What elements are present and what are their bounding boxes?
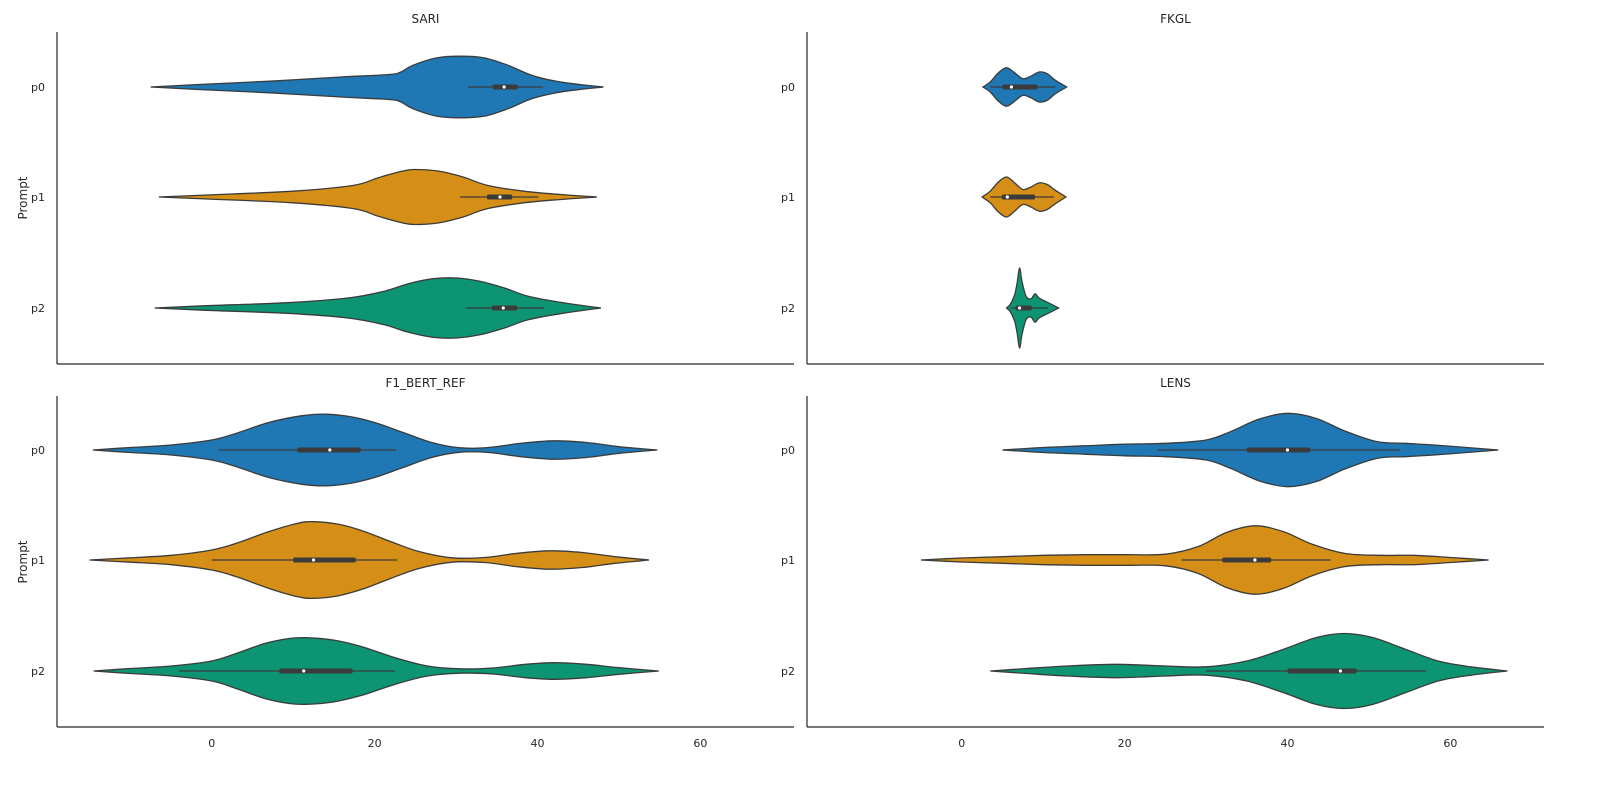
y-tick-label-p2: p2 [31, 302, 45, 315]
iqr-box-p2 [279, 668, 353, 674]
median-point-p0 [1285, 448, 1290, 452]
median-point-p2 [1338, 669, 1343, 673]
iqr-box-p0 [1002, 84, 1038, 90]
median-point-p1 [1253, 558, 1257, 562]
x-tick-label-60: 60 [1443, 737, 1457, 750]
iqr-box-p1 [1222, 557, 1272, 563]
x-tick-label-20: 20 [368, 737, 382, 750]
panel-fkgl: FKGL p0 p1 p2 [781, 12, 1544, 365]
panel-title-sari: SARI [412, 12, 440, 26]
x-tick-label-20: 20 [1118, 737, 1132, 750]
x-tick-label-0: 0 [208, 737, 215, 750]
panel-lens: LENS p0 p1 p2 0 20 40 60 [781, 376, 1544, 750]
x-tick-label-40: 40 [530, 737, 544, 750]
panel-title-fkgl: FKGL [1160, 12, 1191, 26]
panel-title-f1-bert-ref: F1_BERT_REF [386, 376, 466, 390]
y-tick-label-p0: p0 [31, 444, 45, 457]
y-tick-label-p2: p2 [31, 665, 45, 678]
y-tick-label-p1: p1 [781, 554, 795, 567]
iqr-box-p0 [1246, 447, 1311, 453]
median-point-p2 [1017, 306, 1022, 310]
panel-title-lens: LENS [1160, 376, 1191, 390]
y-tick-label-p1: p1 [781, 191, 795, 204]
iqr-box-p1 [293, 557, 356, 563]
median-point-p0 [328, 448, 332, 452]
median-point-p1 [498, 195, 502, 199]
iqr-box-p1 [1001, 194, 1036, 200]
violin-p2 [154, 277, 602, 339]
violin-p0 [150, 55, 604, 119]
y-tick-label-p0: p0 [781, 81, 795, 94]
y-axis-label-bottom: Prompt [16, 540, 30, 583]
x-tick-label-40: 40 [1280, 737, 1294, 750]
median-point-p0 [1009, 85, 1014, 89]
x-tick-label-0: 0 [958, 737, 965, 750]
median-point-p0 [502, 85, 506, 89]
median-point-p2 [501, 306, 505, 310]
median-point-p1 [311, 558, 316, 562]
y-tick-label-p2: p2 [781, 302, 795, 315]
iqr-box-p2 [1015, 305, 1032, 311]
y-tick-label-p1: p1 [31, 191, 45, 204]
iqr-box-p2 [1287, 668, 1357, 674]
y-tick-label-p2: p2 [781, 665, 795, 678]
y-axis-label-top: Prompt [16, 176, 30, 219]
y-tick-label-p1: p1 [31, 554, 45, 567]
x-tick-label-60: 60 [693, 737, 707, 750]
median-point-p1 [1005, 195, 1009, 199]
panel-sari: SARI Prompt p0 p1 p2 [16, 12, 794, 365]
panel-f1-bert-ref: F1_BERT_REF Prompt p0 p1 p2 0 20 40 60 [16, 376, 794, 750]
violin-p1 [158, 168, 597, 226]
median-point-p2 [302, 669, 306, 673]
y-tick-label-p0: p0 [781, 444, 795, 457]
y-tick-label-p0: p0 [31, 81, 45, 94]
